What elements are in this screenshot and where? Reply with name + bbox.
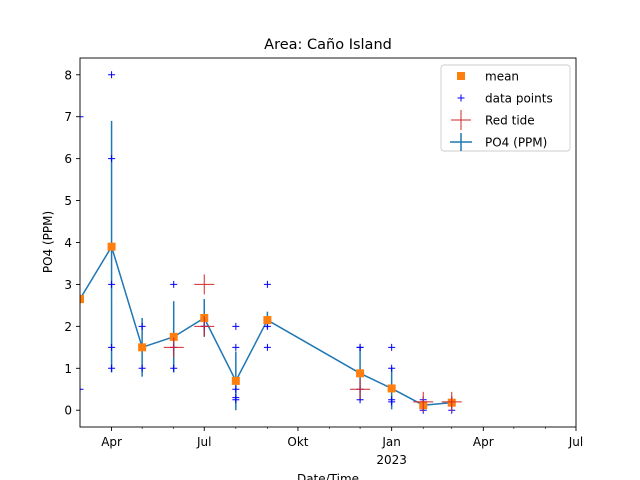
legend-label-1: data points [485,92,553,106]
mean-marker-8 [387,384,396,393]
legend-item-2: Red tide [451,110,535,130]
y-tick-label-0: 0 [64,404,72,418]
y-axis-label: PO4 (PPM) [41,211,55,273]
y-tick-label-2: 2 [64,320,72,334]
legend-label-0: mean [485,70,519,84]
data-point-11 [170,280,178,288]
data-point-6 [108,343,116,351]
legend-label-3: PO4 (PPM) [485,136,547,150]
data-point-23 [263,343,271,351]
legend-marker-red-tide [451,110,471,130]
red-tide-marker-1 [194,274,215,295]
data-point-10 [138,364,146,372]
data-point-28 [388,343,396,351]
mean-marker-5 [231,376,240,385]
data-point-21 [263,280,271,288]
red-tide-marker-4 [413,391,434,412]
mean-marker-2 [138,343,147,352]
y-tick-label-3: 3 [64,278,72,292]
data-point-5 [108,280,116,288]
legend-label-2: Red tide [485,114,535,128]
x-tick-label-4: Apr [473,435,494,449]
data-point-29 [388,364,396,372]
plot-marks [80,71,462,414]
data-point-17 [232,343,240,351]
data-point-8 [138,322,146,330]
data-point-0 [80,113,84,121]
y-tick-label-1: 1 [64,362,72,376]
data-point-25 [356,343,364,351]
y-tick-label-5: 5 [64,194,72,208]
red-tide-marker-5 [441,391,462,412]
data-point-13 [170,364,178,372]
mean-marker-7 [356,369,365,378]
data-point-4 [108,155,116,163]
data-point-16 [232,322,240,330]
legend-marker-mean [457,72,465,80]
y-tick-label-6: 6 [64,152,72,166]
data-point-7 [108,364,116,372]
mean-marker-3 [169,332,178,341]
red-tide-marker-0 [163,337,184,358]
x-tick-label-5: Jul [568,435,583,449]
data-point-20 [232,396,240,404]
x-tick-sublabel-3: 2023 [376,453,407,467]
plot-area [80,71,462,414]
data-point-2 [80,385,84,393]
x-tick-label-2: Okt [287,435,308,449]
data-point-18 [232,385,240,393]
y-tick-label-4: 4 [64,236,72,250]
red-tide-marker-3 [350,379,371,400]
legend-frame [440,64,571,152]
data-point-31 [388,398,396,406]
legend-item-3: PO4 (PPM) [450,133,547,151]
legend-item-1: data points [457,92,553,106]
x-axis: Apr Jul Okt Jan 2023 Apr Jul [101,427,583,467]
legend-marker-data-points [457,94,465,102]
y-axis: 0 1 2 3 4 5 6 7 8 [64,68,80,418]
red-tide-marker-2 [194,316,215,337]
mean-marker-1 [107,242,116,251]
data-point-3 [108,71,116,79]
y-tick-label-8: 8 [64,68,72,82]
legend: mean data points Red tide PO4 (PPM) [440,64,571,152]
x-tick-label-1: Jul [196,435,211,449]
chart-title: Area: Caño Island [264,37,392,53]
x-axis-label: Date/Time [297,472,359,480]
legend-item-0: mean [457,70,519,84]
x-tick-label-3: Jan [381,435,401,449]
x-tick-label-0: Apr [101,435,122,449]
mean-marker-6 [263,316,272,325]
y-tick-label-7: 7 [64,110,72,124]
legend-marker-po4 [450,133,472,151]
mean-marker-0 [80,295,84,304]
